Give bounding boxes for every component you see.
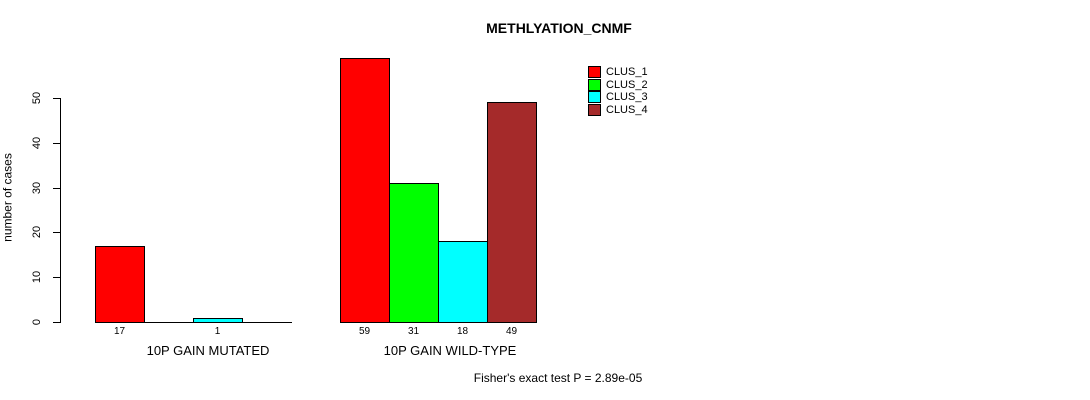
legend-swatch-clus_1 (588, 66, 601, 79)
x-category-label: 10P GAIN MUTATED (146, 343, 270, 358)
legend-label: CLUS_1 (606, 66, 648, 79)
bar-clus_3-group2 (438, 241, 488, 323)
legend-item: CLUS_3 (588, 91, 648, 104)
chart-title: METHLYATION_CNMF (486, 20, 632, 36)
y-tick-label: 50 (31, 91, 43, 105)
y-axis-tick (53, 187, 60, 189)
legend-label: CLUS_4 (606, 103, 648, 116)
bar-clus_1-group2 (340, 58, 390, 323)
y-axis-tick (53, 322, 60, 323)
legend: CLUS_1 CLUS_2 CLUS_3 CLUS_4 (588, 66, 648, 116)
y-axis-line (60, 98, 61, 323)
y-axis-tick (53, 142, 60, 144)
bar-clus_1-group1 (95, 246, 145, 323)
x-category-label: 10P GAIN WILD-TYPE (383, 343, 517, 358)
y-axis-label: number of cases (0, 153, 15, 242)
legend-swatch-clus_4 (588, 103, 601, 116)
y-tick-label: 20 (31, 226, 43, 239)
y-tick-label: 40 (31, 136, 43, 149)
bar-value-label: 49 (505, 326, 518, 337)
y-axis-tick (53, 277, 60, 279)
legend-item: CLUS_4 (588, 103, 648, 117)
annotation-text: Fisher's exact test P = 2.89e-05 (473, 371, 643, 385)
legend-swatch-clus_2 (588, 78, 601, 91)
legend-item: CLUS_2 (588, 78, 648, 92)
bar-clus_4-group2 (487, 102, 537, 323)
bar-clus_3-group1 (193, 318, 243, 323)
y-tick-label: 30 (31, 181, 43, 194)
bar-clus_2-group2 (389, 183, 439, 323)
bar-value-label: 18 (456, 326, 469, 337)
legend-swatch-clus_3 (588, 91, 601, 104)
y-tick-label: 10 (31, 271, 43, 284)
legend-label: CLUS_3 (606, 91, 648, 104)
bar-value-label: 17 (113, 326, 126, 337)
legend-item: CLUS_1 (588, 66, 648, 79)
y-tick-label: 0 (31, 318, 43, 326)
y-axis-tick (53, 98, 60, 99)
bar-value-label: 59 (358, 326, 371, 337)
bar-value-label: 31 (407, 326, 420, 337)
y-axis-tick (53, 232, 60, 234)
legend-label: CLUS_2 (606, 78, 648, 91)
bar-value-label: 1 (214, 326, 221, 337)
